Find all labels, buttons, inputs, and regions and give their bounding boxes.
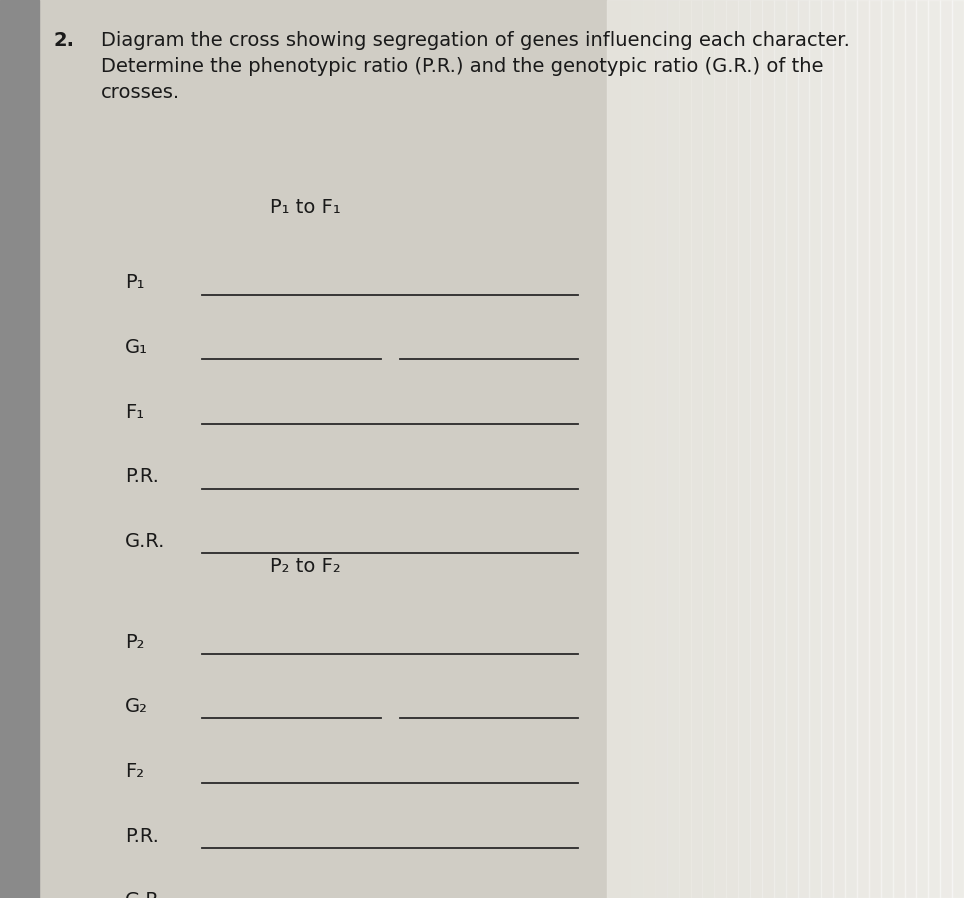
Text: G.R.: G.R. — [125, 532, 166, 551]
Bar — [631, 0, 643, 898]
Bar — [928, 0, 940, 898]
Bar — [619, 0, 631, 898]
Bar — [904, 0, 917, 898]
Text: P.R.: P.R. — [125, 467, 159, 487]
Bar — [810, 0, 821, 898]
Bar — [893, 0, 904, 898]
Text: P₁: P₁ — [125, 273, 145, 293]
Bar — [821, 0, 833, 898]
Text: P₂ to F₂: P₂ to F₂ — [270, 557, 340, 576]
Bar — [690, 0, 703, 898]
Bar — [726, 0, 738, 898]
Bar — [940, 0, 952, 898]
Bar — [881, 0, 893, 898]
Text: G₂: G₂ — [125, 697, 148, 717]
Text: P₁ to F₁: P₁ to F₁ — [270, 198, 340, 216]
Bar — [750, 0, 762, 898]
Bar — [774, 0, 786, 898]
Bar — [786, 0, 797, 898]
Bar — [869, 0, 881, 898]
Text: F₂: F₂ — [125, 762, 145, 781]
Text: G₁: G₁ — [125, 338, 148, 357]
Bar — [703, 0, 714, 898]
Bar — [607, 0, 964, 898]
Text: Diagram the cross showing segregation of genes influencing each character.
Deter: Diagram the cross showing segregation of… — [101, 31, 850, 102]
Bar — [679, 0, 690, 898]
Bar — [845, 0, 857, 898]
Bar — [0, 0, 39, 898]
Text: P₂: P₂ — [125, 632, 145, 652]
Bar — [857, 0, 869, 898]
Text: G.R.: G.R. — [125, 891, 166, 898]
Bar — [607, 0, 619, 898]
Bar — [738, 0, 750, 898]
Bar — [833, 0, 845, 898]
Bar — [952, 0, 964, 898]
Bar — [655, 0, 667, 898]
Bar — [762, 0, 774, 898]
Bar — [797, 0, 810, 898]
Bar — [714, 0, 726, 898]
Text: F₁: F₁ — [125, 402, 145, 422]
Bar — [917, 0, 928, 898]
Text: 2.: 2. — [53, 31, 74, 50]
Bar — [667, 0, 679, 898]
Bar — [643, 0, 655, 898]
Text: P.R.: P.R. — [125, 826, 159, 846]
